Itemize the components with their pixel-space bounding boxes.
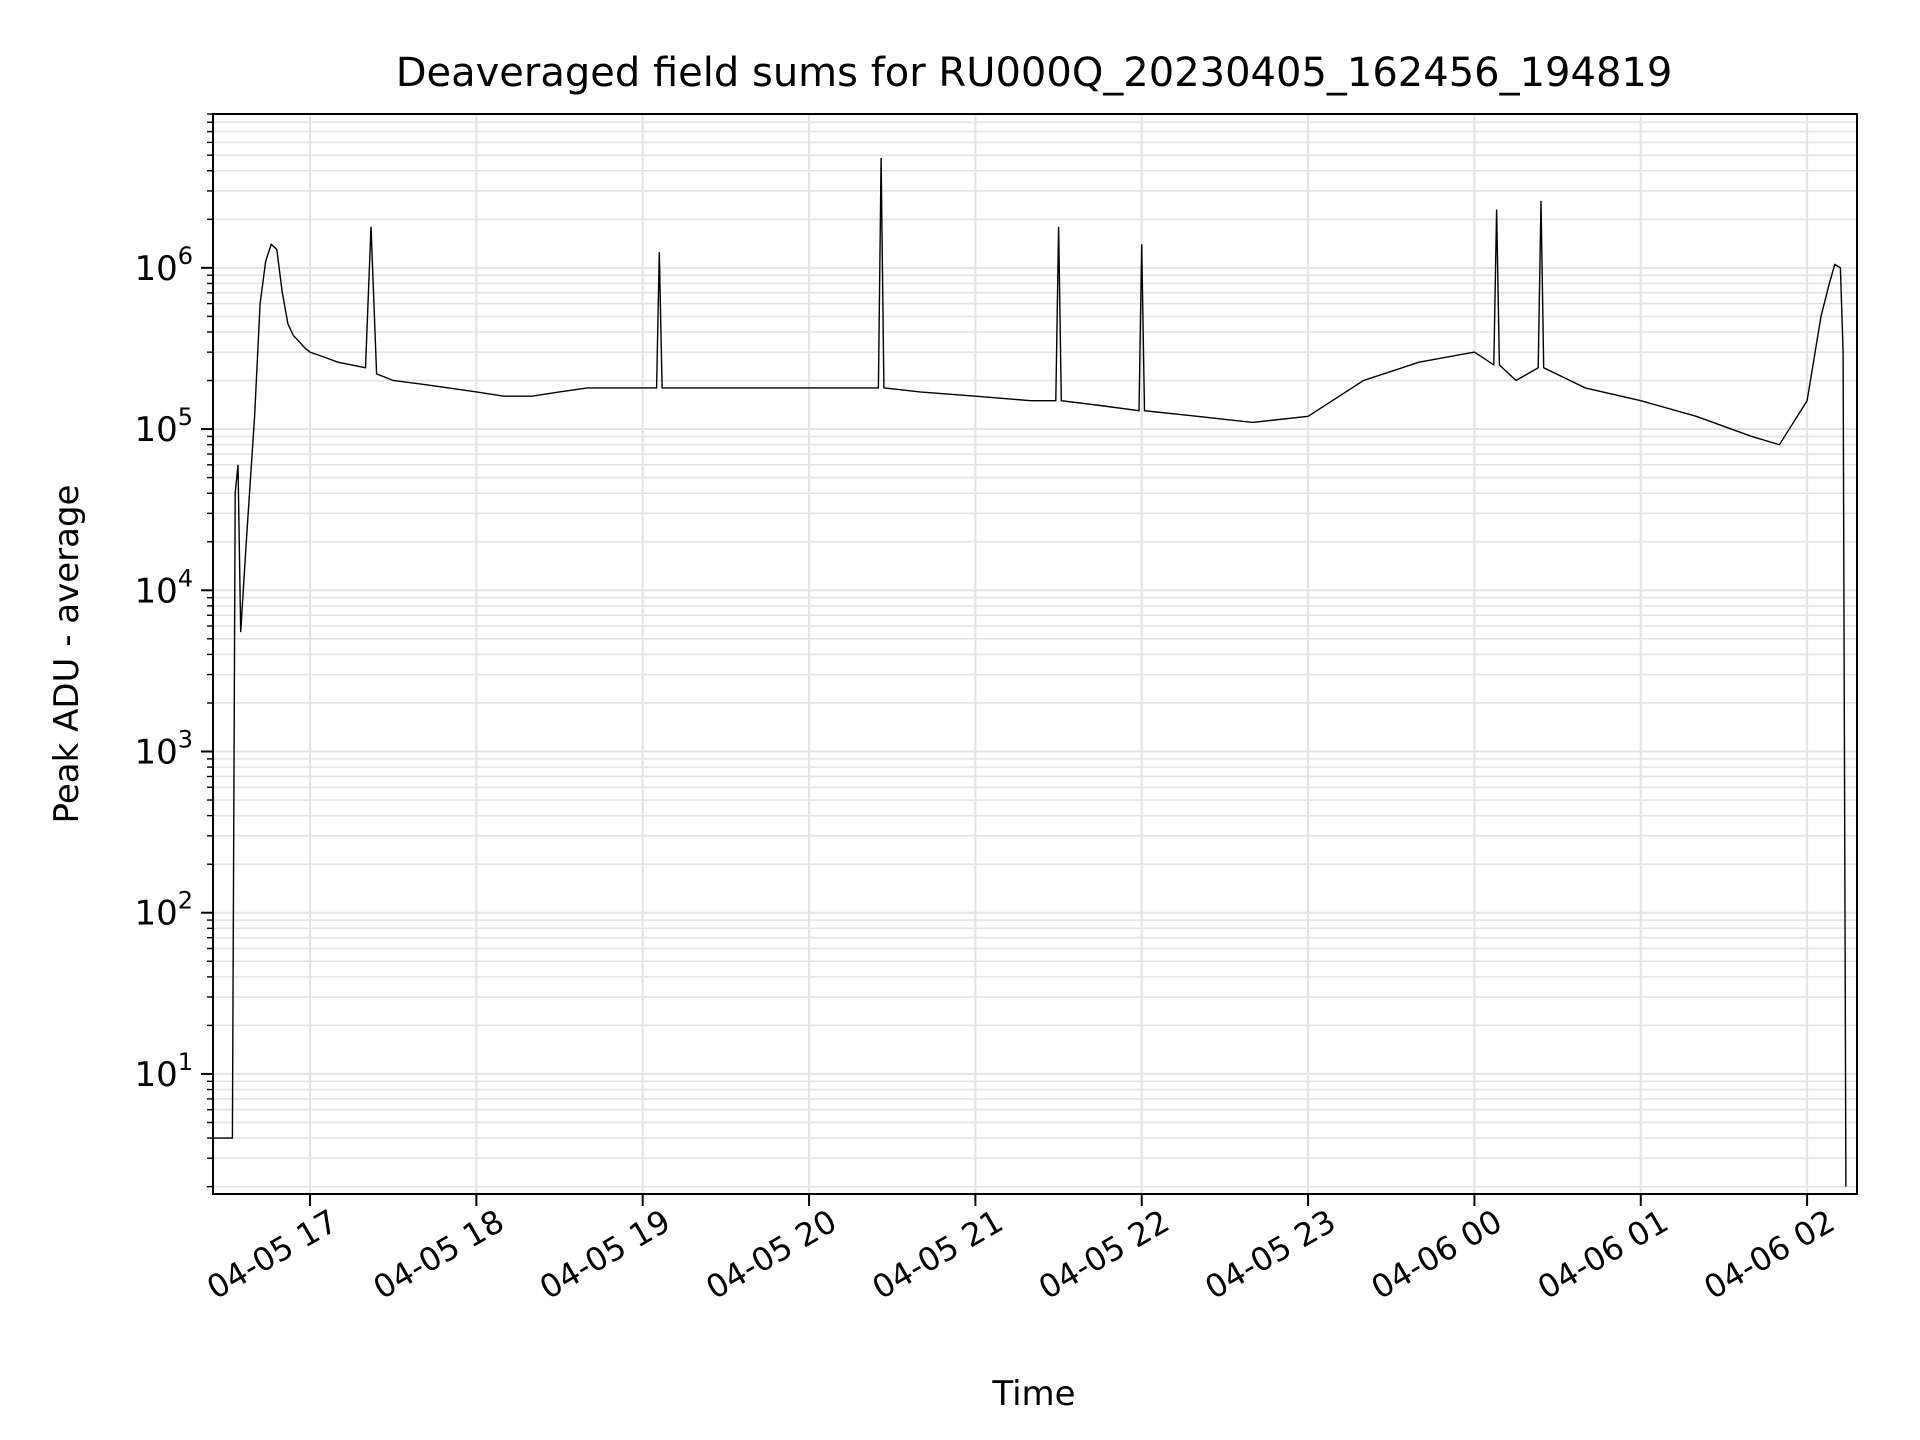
y-tick-label: 104 [134,564,193,611]
y-axis: 101 102 103 104 105 106 [134,113,213,1188]
x-tick-label: 04-06 00 [1365,1202,1509,1307]
x-axis-label: Time [991,1374,1075,1414]
x-tick-label: 04-05 17 [200,1202,344,1307]
grid [213,113,1857,1194]
x-tick-label: 04-05 18 [367,1202,511,1307]
y-tick-label: 101 [134,1048,193,1095]
x-tick-label: 04-05 23 [1198,1202,1342,1307]
x-axis: 04-05 17 04-05 18 04-05 19 04-05 20 04-05 21… [200,1194,1841,1307]
data-line [213,157,1847,1187]
x-tick-label: 04-05 21 [866,1202,1010,1307]
x-tick-label: 04-05 20 [699,1202,843,1307]
y-axis-label: Peak ADU - average [47,485,87,824]
y-tick-label: 105 [134,403,193,450]
y-tick-label: 106 [134,242,193,289]
y-tick-label: 102 [134,887,193,934]
x-tick-label: 04-05 22 [1032,1202,1176,1307]
x-tick-label: 04-06 01 [1531,1202,1675,1307]
x-tick-label: 04-05 19 [533,1202,677,1307]
chart-title: Deaveraged field sums for RU000Q_2023040… [396,50,1673,96]
x-tick-label: 04-06 02 [1697,1202,1841,1307]
y-tick-label: 103 [134,725,193,772]
